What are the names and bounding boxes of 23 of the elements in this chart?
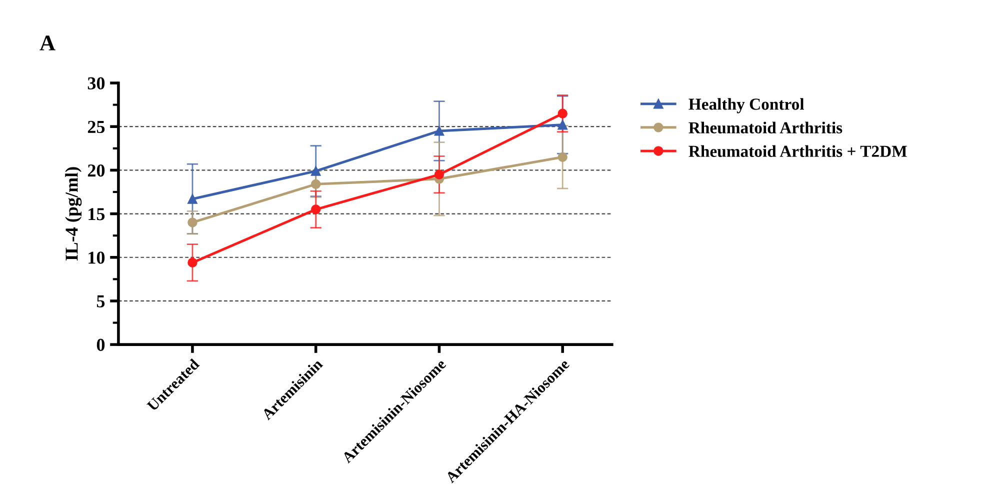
point <box>310 179 321 189</box>
legend-label: Rheumatoid Arthritis <box>688 122 842 134</box>
point <box>188 218 198 228</box>
point <box>310 166 321 176</box>
legend-label: Rheumatoid Arthritis + T2DM <box>688 145 907 158</box>
legend-label: Healthy Control <box>688 98 804 114</box>
y-tick-label: 5 <box>96 295 105 308</box>
point <box>188 194 198 204</box>
point <box>188 258 198 268</box>
y-tick-label: 15 <box>88 208 105 220</box>
y-axis-title: IL-4 (pg/ml) <box>65 167 82 261</box>
chart-title: A <box>40 36 56 50</box>
point <box>434 126 444 136</box>
y-tick-label: 25 <box>88 120 105 134</box>
point <box>558 152 568 162</box>
point <box>310 204 321 214</box>
y-tick-label: 0 <box>96 338 105 351</box>
y-tick-label: 30 <box>88 77 105 90</box>
point <box>558 108 568 118</box>
point <box>434 170 444 180</box>
point <box>558 120 568 130</box>
y-tick-label: 20 <box>88 164 105 177</box>
y-tick-label: 10 <box>88 252 105 264</box>
